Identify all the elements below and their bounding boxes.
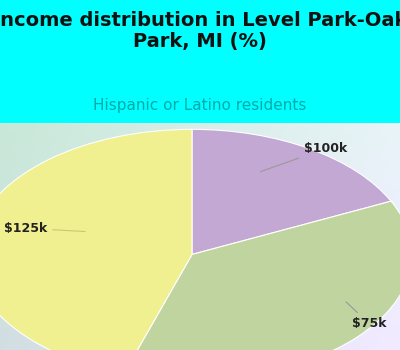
- Wedge shape: [124, 201, 400, 350]
- Text: Income distribution in Level Park-Oak
Park, MI (%): Income distribution in Level Park-Oak Pa…: [0, 10, 400, 51]
- Text: $100k: $100k: [261, 142, 347, 172]
- Wedge shape: [192, 130, 391, 254]
- Text: $125k: $125k: [4, 222, 85, 235]
- Text: Hispanic or Latino residents: Hispanic or Latino residents: [93, 98, 307, 113]
- Text: $75k: $75k: [346, 302, 386, 330]
- Wedge shape: [0, 130, 192, 350]
